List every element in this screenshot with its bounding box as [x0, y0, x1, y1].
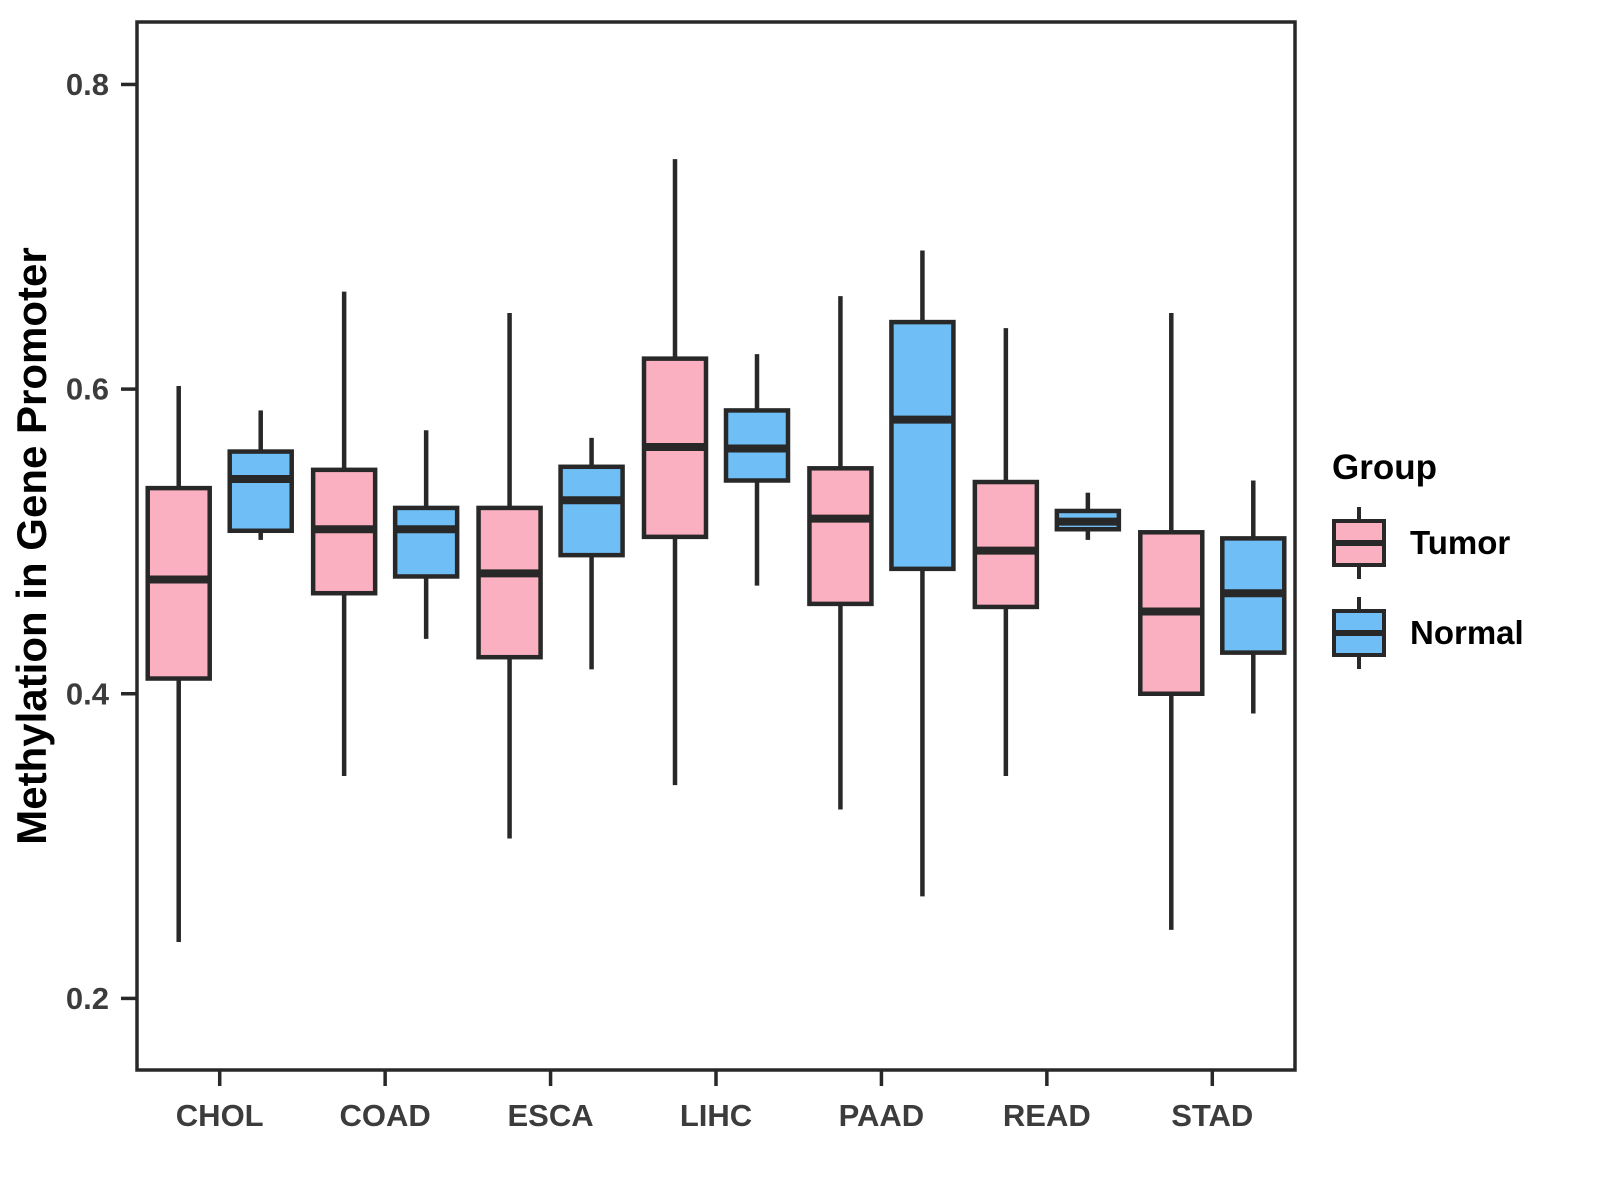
y-axis-tick-label: 0.6 — [66, 372, 109, 407]
legend-label-normal: Normal — [1410, 614, 1524, 651]
legend-title: Group — [1332, 448, 1437, 487]
x-axis-tick-label-chol: CHOL — [176, 1098, 264, 1133]
x-axis-tick-label-coad: COAD — [340, 1098, 431, 1133]
x-axis-tick-label-esca: ESCA — [508, 1098, 594, 1133]
y-axis-tick-label: 0.2 — [66, 981, 109, 1016]
x-axis-tick-label-lihc: LIHC — [680, 1098, 752, 1133]
x-axis-tick-label-read: READ — [1003, 1098, 1091, 1133]
legend: Group Tumor Normal — [1330, 448, 1590, 684]
panel-border — [135, 20, 1297, 1072]
legend-item-tumor: Tumor — [1330, 504, 1590, 582]
box-read-tumor — [972, 479, 1040, 610]
box-paad-normal — [889, 319, 956, 572]
box-esca-tumor — [476, 505, 543, 660]
normal-boxplot-key-icon — [1332, 597, 1386, 669]
y-axis-tick-label: 0.4 — [66, 676, 110, 711]
box-coad-normal — [392, 505, 460, 579]
tumor-boxplot-key-icon — [1332, 507, 1386, 579]
y-axis-tick-label: 0.8 — [66, 67, 109, 102]
box-esca-normal — [558, 464, 625, 558]
x-axis-tick-label-stad: STAD — [1171, 1098, 1253, 1133]
legend-label-tumor: Tumor — [1410, 524, 1511, 561]
y-axis-title: Methylation in Gene Promoter — [8, 247, 55, 844]
box-chol-normal — [227, 449, 294, 534]
x-axis-tick-label-paad: PAAD — [839, 1098, 925, 1133]
legend-item-normal: Normal — [1330, 594, 1590, 672]
box-paad-tumor — [807, 466, 874, 607]
